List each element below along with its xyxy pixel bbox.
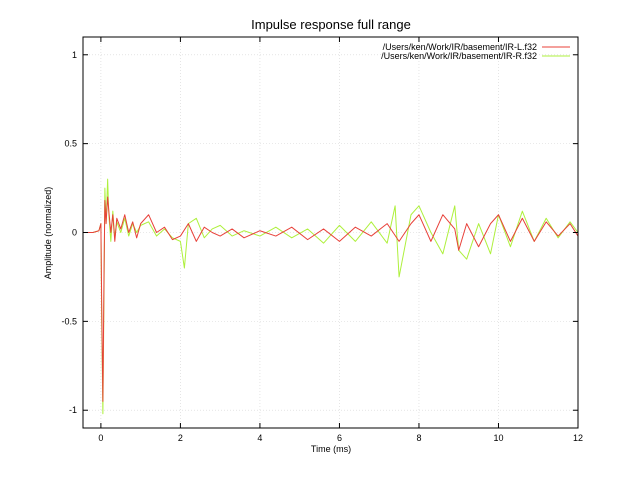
- legend: /Users/ken/Work/IR/basement/IR-L.f32/Use…: [381, 42, 570, 61]
- x-tick-label: 6: [337, 433, 342, 443]
- y-tick-label: -1: [69, 405, 77, 415]
- x-tick-label: 8: [416, 433, 421, 443]
- y-tick-label: 0.5: [64, 139, 77, 149]
- y-axis-title: Amplitude (normalized): [43, 187, 53, 280]
- plot-series: [83, 178, 579, 415]
- legend-label-0: /Users/ken/Work/IR/basement/IR-L.f32: [383, 42, 537, 52]
- chart-title: Impulse response full range: [251, 17, 411, 32]
- x-tick-label: 10: [493, 433, 503, 443]
- axis-ticks: 0 2 4 6 8 10 12 -1 -0.5 0 0.5 1: [61, 37, 583, 443]
- y-tick-label: 1: [72, 50, 77, 60]
- x-tick-label: 0: [98, 433, 103, 443]
- x-tick-label: 2: [178, 433, 183, 443]
- x-tick-label: 12: [573, 433, 583, 443]
- legend-label-1: /Users/ken/Work/IR/basement/IR-R.f32: [381, 51, 537, 61]
- y-tick-label: 0: [72, 228, 77, 238]
- y-tick-label: -0.5: [61, 316, 77, 326]
- series-line-0: [83, 196, 579, 402]
- x-tick-label: 4: [257, 433, 262, 443]
- x-axis-title: Time (ms): [311, 444, 351, 454]
